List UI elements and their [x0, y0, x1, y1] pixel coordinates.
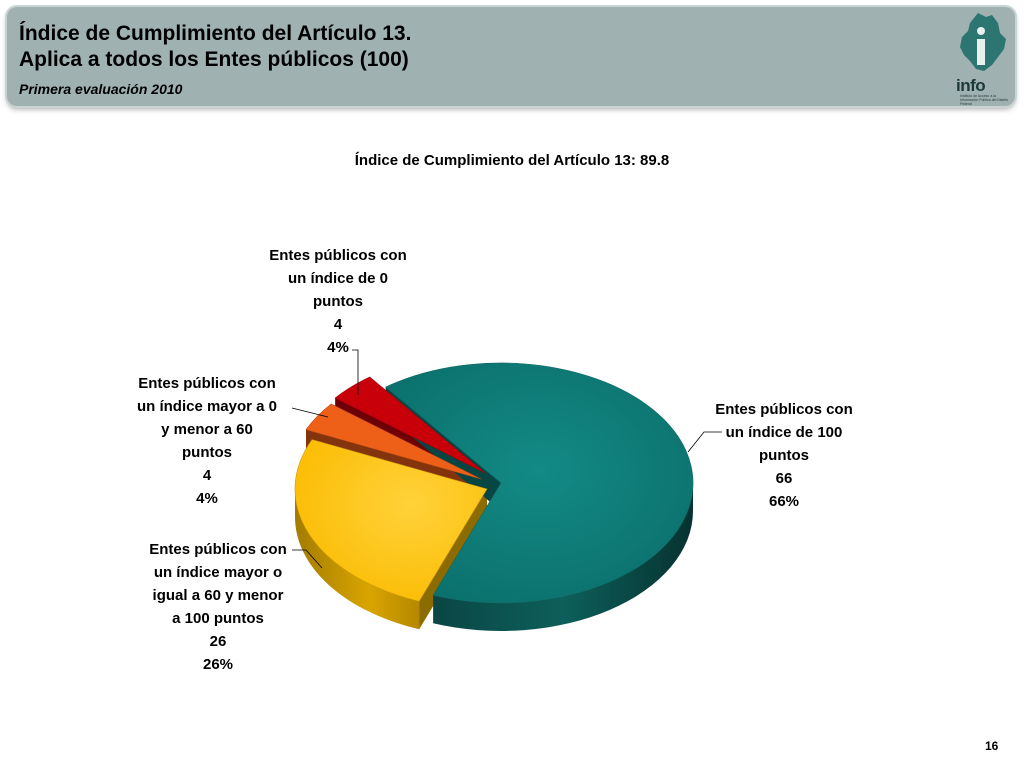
- slice-label-3: Entes públicos con un índice de 0 puntos 4 4…: [269, 247, 407, 356]
- logo-caption: Instituto de Acceso a la Información Púb…: [960, 94, 1009, 106]
- slice-label-line: 66: [776, 470, 793, 487]
- slice-label-line: 26: [210, 633, 227, 650]
- slice-label-line: 4: [334, 316, 343, 333]
- slice-label-line: a 100 puntos: [172, 610, 264, 627]
- slice-label-line: 4%: [196, 490, 218, 507]
- slice-label-line: un índice mayor o: [154, 564, 282, 581]
- leader-line-3: [352, 349, 359, 395]
- slide-title-line1: Índice de Cumplimiento del Artículo 13.: [19, 22, 412, 45]
- page-number: 16: [985, 739, 999, 753]
- slice-label-line: Entes públicos con: [138, 375, 276, 392]
- slice-label-line: puntos: [182, 444, 232, 461]
- slice-label-line: Entes públicos con: [269, 247, 407, 264]
- slice-label-line: puntos: [313, 293, 363, 310]
- pie-slice-2: [305, 403, 482, 480]
- slice-label-line: y menor a 60: [161, 421, 253, 438]
- slice-label-line: puntos: [759, 447, 809, 464]
- pie-slice-side-0: [433, 483, 693, 631]
- slice-label-line: Entes públicos con: [149, 541, 287, 558]
- slice-label-line: Entes públicos con: [715, 401, 853, 418]
- slice-label-line: 4: [203, 467, 212, 484]
- chart-title: Índice de Cumplimiento del Artículo 13: …: [355, 152, 670, 169]
- leader-line-1: [292, 549, 323, 569]
- slice-label-line: igual a 60 y menor: [153, 587, 284, 604]
- pie-slice-3: [334, 376, 486, 474]
- slice-label-line: un índice de 0: [288, 270, 388, 287]
- map-silhouette-icon: [960, 13, 1006, 71]
- logo-wordmark: info: [956, 76, 986, 95]
- leader-line-0: [687, 431, 722, 453]
- slice-label-1: Entes públicos con un índice mayor o igual…: [149, 541, 287, 673]
- pie-slice-side-1: [295, 489, 420, 630]
- slice-label-line: un índice mayor a 0: [137, 398, 277, 415]
- slice-label-line: 66%: [769, 493, 799, 510]
- pie-slice-0: [385, 362, 694, 604]
- pie-slice-1: [294, 439, 488, 602]
- slice-label-0: Entes públicos con un índice de 100 puntos…: [715, 401, 853, 510]
- leader-line-2: [291, 407, 329, 418]
- slide-header: Índice de Cumplimiento del Artículo 13. …: [7, 7, 1015, 106]
- slice-label-line: un índice de 100: [726, 424, 843, 441]
- slice-label-line: 26%: [203, 656, 233, 673]
- slice-label-2: Entes públicos con un índice mayor a 0 y m…: [137, 375, 277, 507]
- slide-title-line2: Aplica a todos los Entes públicos (100): [19, 48, 409, 71]
- infodf-logo: info Instituto de Acceso a la Informació…: [940, 9, 1020, 106]
- slide-subtitle: Primera evaluación 2010: [19, 81, 183, 97]
- slice-label-line: 4%: [327, 339, 349, 356]
